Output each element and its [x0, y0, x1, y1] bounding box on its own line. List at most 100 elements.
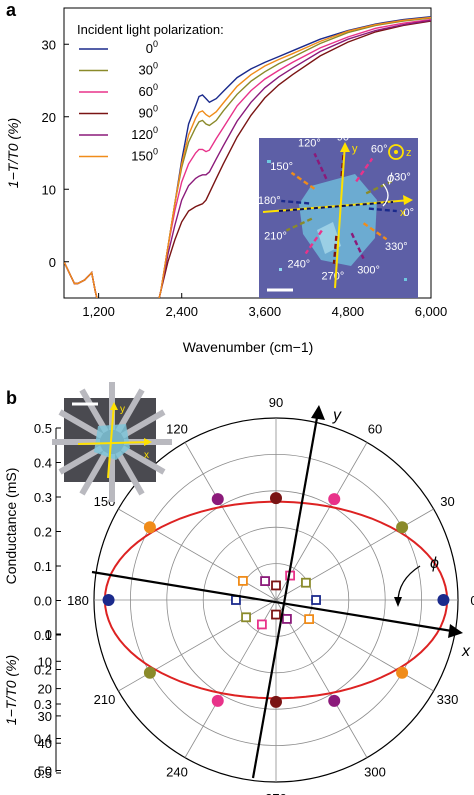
conductance-tick-label: 0.1	[34, 559, 52, 574]
legend-degree: 0	[153, 82, 158, 92]
x-tick-label: 2,400	[165, 304, 198, 319]
conductance-point-180	[102, 594, 115, 606]
inset-z-label: z	[406, 147, 412, 159]
transmission-point-300	[282, 614, 292, 624]
polar-phi-arc	[397, 565, 421, 603]
inset-polarization-arrows	[281, 148, 397, 264]
electrode-lead	[79, 388, 109, 434]
panel-b-inset: x y	[52, 382, 172, 502]
inset-z-circle	[388, 144, 404, 160]
polarization-arrow-330	[362, 222, 388, 241]
conductance-point-330	[396, 666, 409, 679]
inset-phi-label: ϕ	[387, 170, 394, 185]
polar-x-arrowhead	[448, 624, 463, 638]
conductance-point-90	[270, 492, 282, 505]
polar-phi-arrowhead	[394, 597, 402, 607]
polarization-arrow-240	[304, 229, 323, 255]
polarization-arrow-270	[332, 235, 338, 264]
panel-a-y-axis-label: 1−T/T0 (%)	[5, 118, 21, 188]
y-tick-label: 20	[42, 110, 56, 125]
conductance-point-60	[328, 493, 341, 506]
polar-x-label: x	[461, 643, 471, 660]
electrode-lead	[115, 450, 145, 496]
inset-angle-label-120: 120°	[298, 138, 321, 150]
transmission-point-150	[238, 575, 248, 586]
conductance-tick-label: 0.5	[34, 766, 52, 781]
x-tick-label: 6,000	[415, 304, 448, 319]
panel-b-label: b	[6, 388, 17, 408]
conductance-point-120	[211, 493, 224, 506]
inset-speck	[267, 160, 271, 163]
conductance-point-0	[437, 594, 450, 606]
inset-angle-label-330: 330°	[385, 241, 408, 253]
polarization-arrow-30	[365, 180, 393, 195]
panel-a-series-group	[64, 16, 431, 298]
conductance-point-270	[270, 695, 282, 708]
polar-angle-label-60: 60	[368, 422, 382, 437]
legend-label-30: 300	[139, 61, 158, 78]
transmission-tick-label: 50	[38, 764, 52, 779]
transmission-tick-label: 10	[38, 654, 52, 669]
polar-spoke	[118, 599, 277, 692]
legend-label-60: 600	[139, 82, 158, 99]
panel-a-x-axis-label: Wavenumber (cm−1)	[183, 339, 314, 355]
transmission-point-330	[304, 614, 314, 625]
conductance-tick-label: 0.4	[34, 456, 52, 471]
polar-angle-label-30: 30	[440, 494, 454, 509]
polar-angle-label-90: 90	[269, 395, 283, 410]
device-x-axis	[77, 441, 151, 445]
legend-degree: 0	[153, 61, 158, 71]
transmission-point-30	[301, 577, 311, 588]
inset-angle-label-180: 180°	[258, 195, 281, 207]
polar-angle-label-120: 120	[166, 422, 188, 437]
series-line-150	[64, 16, 431, 298]
conductance-point-30	[396, 521, 409, 534]
conductance-point-240	[211, 694, 224, 707]
legend-label-120: 1200	[131, 125, 158, 142]
polarization-arrow-210	[285, 217, 313, 232]
panel-b: b 0.5 0.4 0.3 0.2 0.1 0.0 0.1 0.2 0.3 0.4 0.5 0 10 20…	[3, 382, 474, 795]
polar-angle-label-240: 240	[166, 764, 188, 779]
legend-label-90: 900	[139, 104, 158, 121]
transmission-tick-label: 40	[38, 736, 52, 751]
conductance-tick-label: 0.2	[34, 525, 52, 540]
conductance-tick-label: 0.5	[34, 421, 52, 436]
electrode-lead	[120, 409, 166, 439]
polar-phi-label: ϕ	[430, 555, 439, 572]
polarization-arrow-180	[281, 199, 310, 205]
inset-x-label: x	[400, 207, 406, 219]
inset-angle-label-210: 210°	[264, 231, 287, 243]
polarization-arrow-300	[350, 232, 365, 260]
legend-label-0: 00	[146, 39, 158, 56]
polar-y-arrowhead	[311, 405, 325, 420]
electrode-lead	[79, 450, 109, 496]
transmission-point-270	[271, 609, 281, 620]
transmission-point-180	[231, 595, 241, 605]
polarization-arrow-0	[368, 207, 397, 213]
electrode-lead	[58, 409, 104, 439]
polar-data	[102, 492, 450, 708]
polar-angle-label-300: 300	[364, 764, 386, 779]
inset-y-axis	[334, 143, 346, 289]
device-y-label: y	[120, 404, 125, 415]
device-y-arrowhead	[110, 402, 118, 410]
panel-b-conductance-label: Conductance (mS)	[3, 468, 19, 585]
legend-degree: 0	[153, 39, 158, 49]
panel-a-y-ticks: 0 10 20 30	[42, 37, 69, 270]
inset-angle-labels: 0° 30° 60° 90° 120° 150° 180° 210° 240° 270° 300° 3…	[258, 131, 414, 282]
x-tick-label: 3,600	[249, 304, 282, 319]
transmission-tick-label: 0	[45, 627, 52, 642]
panel-a: a 1,200 2,400 3,600 4,800 6,000 0 10 20 30 Wave…	[5, 0, 447, 355]
inset-angle-label-30: 30°	[394, 171, 411, 183]
legend-label-150: 1500	[131, 147, 158, 164]
x-tick-label: 4,800	[332, 304, 365, 319]
transmission-point-120	[260, 576, 270, 586]
polar-angle-label-210: 210	[94, 692, 116, 707]
inset-angle-label-90: 90°	[337, 131, 354, 143]
polarization-arrow-120	[313, 152, 328, 180]
device-x-label: x	[144, 450, 149, 461]
polar-y-label: y	[332, 407, 342, 424]
inset-z-dot	[394, 150, 398, 154]
transmission-point-240	[256, 619, 267, 630]
